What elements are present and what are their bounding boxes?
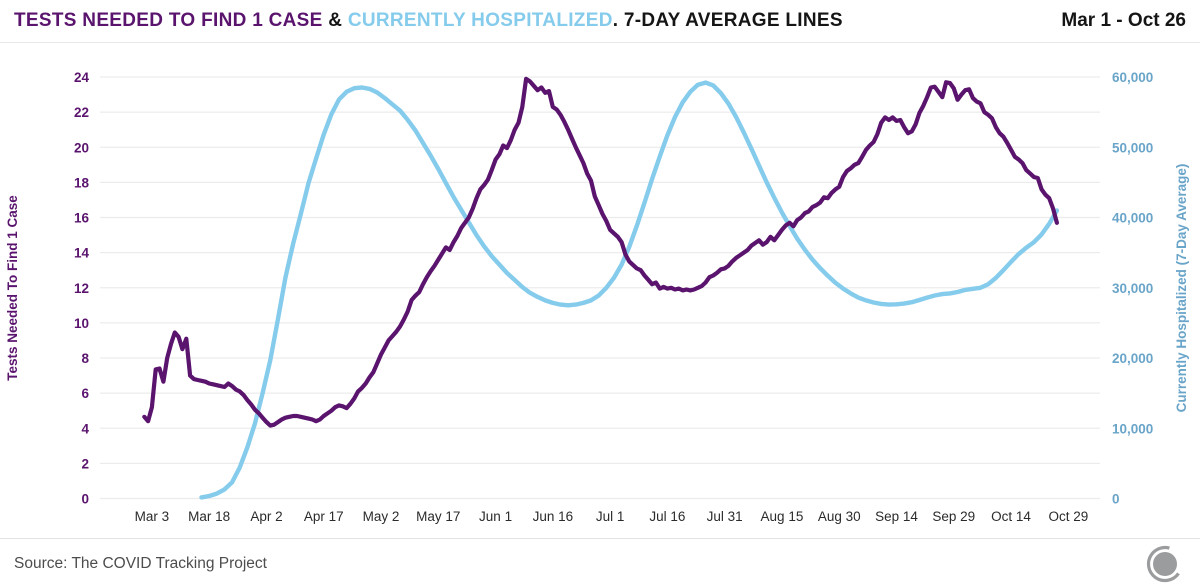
x-tick-label: Sep 14	[875, 509, 918, 524]
covid-tracking-project-logo	[1146, 545, 1184, 582]
left-axis-title: Tests Needed To Find 1 Case	[5, 195, 20, 381]
right-y-tick-label: 0	[1112, 492, 1120, 507]
title-ampersand: &	[322, 10, 348, 31]
tests-per-case-line	[142, 76, 1060, 428]
x-tick-label: Mar 3	[135, 509, 170, 524]
left-y-tick-label: 10	[74, 316, 89, 331]
left-y-tick-label: 8	[81, 351, 89, 366]
hospitalized-line	[199, 80, 1060, 500]
left-y-tick-label: 22	[74, 105, 89, 120]
left-y-tick-label: 6	[81, 386, 89, 401]
right-y-tick-label: 50,000	[1112, 140, 1153, 155]
left-y-tick-label: 4	[81, 421, 89, 436]
left-y-tick-label: 24	[74, 70, 90, 85]
left-y-tick-label: 20	[74, 140, 89, 155]
source-text: Source: The COVID Tracking Project	[14, 554, 267, 572]
title-hospitalized-segment: CURRENTLY HOSPITALIZED	[347, 10, 613, 31]
x-tick-label: Jun 16	[533, 509, 574, 524]
chart-header: TESTS NEEDED TO FIND 1 CASE & CURRENTLY …	[0, 0, 1200, 43]
x-tick-label: Oct 14	[991, 509, 1031, 524]
page-title: TESTS NEEDED TO FIND 1 CASE & CURRENTLY …	[14, 10, 843, 32]
x-tick-label: Aug 15	[761, 509, 804, 524]
right-y-tick-label: 40,000	[1112, 211, 1153, 226]
right-axis-title: Currently Hospitalized (7-Day Average)	[1174, 164, 1189, 413]
x-tick-label: Jul 1	[596, 509, 625, 524]
left-y-tick-label: 16	[74, 211, 90, 226]
chart-footer: Source: The COVID Tracking Project	[0, 538, 1200, 588]
x-tick-label: Jul 31	[707, 509, 743, 524]
x-tick-label: Jul 16	[649, 509, 685, 524]
x-tick-label: Jun 1	[479, 509, 512, 524]
left-y-tick-label: 12	[74, 281, 89, 296]
date-range-label: Mar 1 - Oct 26	[1061, 10, 1186, 31]
left-y-tick-label: 18	[74, 175, 90, 190]
right-y-tick-label: 10,000	[1112, 421, 1153, 436]
right-y-tick-label: 60,000	[1112, 70, 1153, 85]
x-tick-label: Apr 17	[304, 509, 344, 524]
left-y-tick-label: 2	[81, 456, 89, 471]
right-y-tick-label: 20,000	[1112, 351, 1153, 366]
x-tick-label: Sep 29	[932, 509, 975, 524]
title-tests-segment: TESTS NEEDED TO FIND 1 CASE	[14, 10, 323, 31]
left-y-tick-label: 0	[81, 492, 89, 507]
x-tick-label: Oct 29	[1048, 509, 1088, 524]
x-tick-label: Mar 18	[188, 509, 230, 524]
right-y-tick-label: 30,000	[1112, 281, 1153, 296]
left-y-tick-label: 14	[74, 246, 90, 261]
logo-circle	[1153, 551, 1177, 576]
title-rest-segment: . 7-DAY AVERAGE LINES	[612, 10, 843, 31]
x-tick-label: May 2	[363, 509, 400, 524]
x-tick-label: May 17	[416, 509, 460, 524]
x-tick-label: Aug 30	[818, 509, 861, 524]
x-tick-label: Apr 2	[250, 509, 282, 524]
